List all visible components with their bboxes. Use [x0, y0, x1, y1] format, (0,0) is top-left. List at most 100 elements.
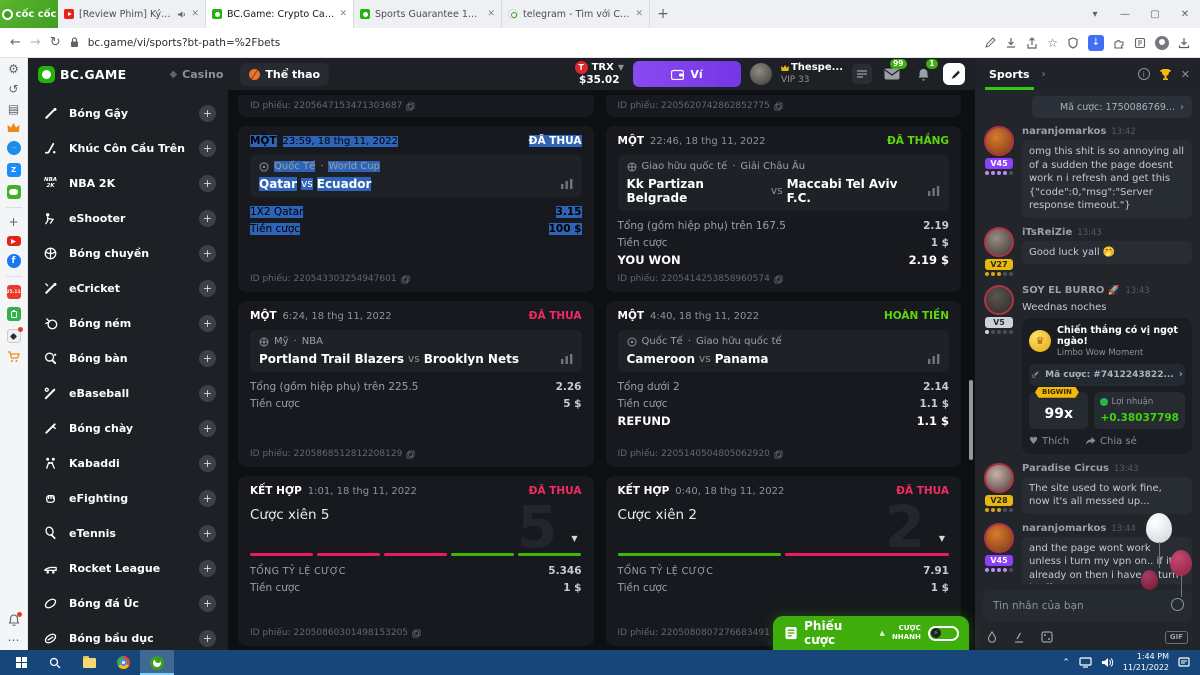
info-icon[interactable]: i [1137, 68, 1150, 80]
like-button[interactable]: ♥ Thích [1029, 436, 1069, 447]
chat-toggle-icon[interactable] [943, 63, 965, 85]
coccoc-brand[interactable]: cốc cốc [0, 0, 58, 28]
expand-plus-button[interactable]: + [199, 525, 216, 542]
tab-search-icon[interactable]: ▾ [1092, 8, 1098, 20]
expand-plus-button[interactable]: + [199, 630, 216, 647]
newsfeed-icon[interactable]: ▤ [7, 102, 20, 116]
expand-plus-button[interactable]: + [199, 350, 216, 367]
football-live-icon[interactable] [6, 327, 23, 343]
expand-plus-button[interactable]: + [199, 490, 216, 507]
bet-card-partizan-maccabi[interactable]: MỘT 22:46, 18 thg 11, 2022 ĐÃ THẮNG Giao… [605, 126, 961, 292]
chat-username[interactable]: naranjomarkos [1022, 126, 1107, 137]
tab-bcgame-active[interactable]: BC.Game: Crypto Casino Gam... ✕ [206, 0, 354, 28]
chat-username[interactable]: iTsReiZie [1022, 226, 1073, 238]
gif-button[interactable]: GIF [1164, 630, 1188, 644]
close-button[interactable]: ✕ [1180, 8, 1190, 20]
taskbar-search-icon[interactable] [38, 650, 72, 675]
match-info[interactable]: Giao hữu quốc tế · Giải Châu Âu Kk Partiza… [617, 155, 949, 211]
expand-plus-button[interactable]: + [199, 595, 216, 612]
pinned-bet-code[interactable]: Mã cược: 1750086769... › [1032, 96, 1192, 118]
action-center-icon[interactable] [1178, 657, 1190, 668]
scrollbar-thumb[interactable] [969, 380, 973, 460]
sidebar-item-efighting[interactable]: eFighting + [28, 481, 228, 516]
avatar[interactable] [984, 462, 1014, 493]
tab-youtube[interactable]: [Review Phim] Ký Sinh Tr... ✕ [58, 0, 206, 28]
sidebar-item-ice-hockey[interactable]: Khúc Côn Cầu Trên Băng + [28, 131, 228, 166]
avatar[interactable] [984, 522, 1014, 553]
battery-saver-icon[interactable] [6, 307, 21, 321]
user-avatar[interactable] [749, 63, 772, 85]
stats-icon[interactable] [928, 186, 940, 196]
expand-plus-button[interactable]: + [199, 245, 216, 262]
copy-icon[interactable] [774, 101, 783, 111]
extensions-icon[interactable] [1113, 37, 1125, 49]
downloads-tray-icon[interactable] [1178, 37, 1190, 49]
dice-icon[interactable] [1041, 631, 1053, 643]
expand-plus-button[interactable]: + [199, 210, 216, 227]
chat-username[interactable]: Paradise Circus [1022, 462, 1109, 474]
crown-icon[interactable] [7, 123, 20, 133]
sidebar-item-nba2k[interactable]: NBA 2K NBA 2K + [28, 166, 228, 201]
sale-badge-icon[interactable]: 25.11 [6, 285, 21, 299]
minimize-button[interactable]: — [1120, 8, 1130, 20]
chat-input[interactable] [983, 590, 1192, 622]
profile-avatar-icon[interactable] [1155, 35, 1169, 50]
expand-plus-button[interactable]: + [199, 420, 216, 437]
user-info[interactable]: Thespe... VIP 33 [780, 62, 843, 86]
copy-icon[interactable] [401, 274, 410, 284]
share-icon[interactable] [1026, 36, 1038, 49]
facebook-icon[interactable]: f [6, 254, 21, 268]
sidebar-item-bong-chuyen[interactable]: Bóng chuyền + [28, 236, 228, 271]
messenger-icon[interactable] [6, 141, 21, 155]
more-options-icon[interactable]: ⋯ [7, 633, 20, 647]
chat-tab-sports[interactable]: Sports [985, 58, 1034, 90]
mail-icon[interactable]: 99 [881, 59, 907, 85]
stats-icon[interactable] [560, 179, 573, 189]
sidebar-item-ecricket[interactable]: eCricket + [28, 271, 228, 306]
copy-icon[interactable] [406, 449, 415, 459]
new-tab-button[interactable]: + [657, 6, 669, 22]
betslip-button[interactable]: Phiếu cược ▲ CƯỢC NHANH ⚡ [773, 616, 969, 650]
maximize-button[interactable]: ▢ [1150, 8, 1160, 20]
tab-sports-guarantee[interactable]: Sports Guarantee 100% cash... ✕ [354, 0, 502, 28]
settings-gear-icon[interactable]: ⚙ [8, 62, 19, 76]
bet-card-qatar-ecuador[interactable]: MỘT 23:59, 18 thg 11, 2022 ĐÃ THUA Quốc … [238, 126, 594, 292]
bet-code-pill[interactable]: Mã cược: #7412243822... › [1029, 363, 1185, 386]
network-icon[interactable] [1079, 657, 1092, 668]
copy-icon[interactable] [412, 628, 421, 638]
match-info[interactable]: Quốc Tế · Giao hữu quốc tế Cameroon vs Panam… [617, 330, 949, 372]
sidebar-item-rocket-league[interactable]: Rocket League + [28, 551, 228, 586]
wallet-balance[interactable]: T TRX ▼ $35.02 [574, 61, 624, 87]
sidebar-item-ebaseball[interactable]: eBaseball + [28, 376, 228, 411]
chat-messages[interactable]: Mã cược: 1750086769... › V45 naranjomarko… [975, 90, 1200, 584]
games-gamepad-icon[interactable] [6, 185, 21, 199]
close-tab-icon[interactable]: ✕ [339, 9, 347, 19]
url-text[interactable]: bc.game/vi/sports?bt-path=%2Fbets [87, 36, 281, 49]
expand-plus-button[interactable]: + [199, 105, 216, 122]
chrome-icon[interactable] [106, 650, 140, 675]
match-info[interactable]: Mỹ · NBA Portland Trail Blazers vs Brooklyn … [250, 330, 582, 372]
close-chat-icon[interactable]: ✕ [1180, 67, 1190, 81]
share-button[interactable]: Chia sẻ [1085, 436, 1137, 447]
emoji-icon[interactable] [1171, 598, 1184, 611]
close-tab-icon[interactable]: ✕ [635, 9, 643, 19]
rain-tip-icon[interactable] [987, 631, 997, 643]
expand-plus-button[interactable]: + [199, 560, 216, 577]
cart-icon[interactable] [7, 351, 20, 363]
stats-icon[interactable] [560, 354, 573, 364]
sidebar-item-kabaddi[interactable]: Kabaddi + [28, 446, 228, 481]
expand-plus-button[interactable]: + [199, 455, 216, 472]
sidebar-item-bong-da-uc[interactable]: Bóng đá Úc + [28, 586, 228, 621]
stats-icon[interactable] [928, 354, 940, 364]
reload-icon[interactable]: ↻ [49, 35, 61, 50]
bell-icon[interactable]: 1 [912, 59, 938, 85]
bet-card-parlay-5[interactable]: KẾT HỢP 1:01, 18 thg 11, 2022 ĐÃ THUA Cư… [238, 476, 594, 646]
save-page-icon[interactable] [1005, 37, 1017, 49]
expand-plus-button[interactable]: + [199, 385, 216, 402]
avatar[interactable] [984, 284, 1014, 315]
sidebar-item-bong-chay[interactable]: Bóng chày + [28, 411, 228, 446]
coccoc-taskbar-icon[interactable] [140, 650, 174, 675]
chevron-right-icon[interactable]: › [1041, 68, 1046, 80]
history-icon[interactable]: ↺ [8, 82, 19, 96]
close-tab-icon[interactable]: ✕ [487, 9, 495, 19]
